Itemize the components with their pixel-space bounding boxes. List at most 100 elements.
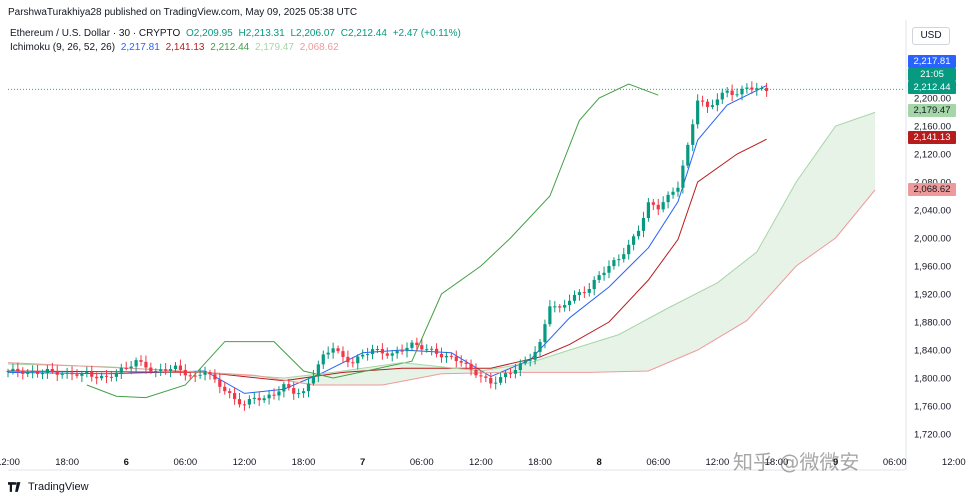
indicator-name[interactable]: Ichimoku (9, 26, 52, 26) — [10, 42, 116, 53]
cloud-segment — [633, 323, 639, 372]
candle-body — [26, 372, 30, 374]
series-line-leading-span-a — [7, 111, 876, 379]
cloud-segment — [367, 366, 373, 385]
cloud-segment — [554, 353, 560, 373]
cloud-segment — [801, 168, 807, 263]
candle-body — [479, 375, 483, 377]
candle-body — [292, 388, 296, 394]
candle-body — [65, 372, 69, 374]
y-tick-label: 1,760.00 — [914, 402, 951, 413]
candle-body — [213, 374, 217, 380]
candle-body — [439, 353, 444, 358]
series-line-leading-span-b — [7, 189, 876, 386]
candle-body — [735, 94, 739, 96]
candle-body — [508, 373, 513, 375]
candle-body — [489, 377, 493, 384]
cloud-segment — [815, 147, 821, 252]
x-tick-label: 18:00 — [765, 457, 789, 468]
candle-body — [134, 360, 138, 367]
candle-body — [607, 266, 611, 273]
conversion-value: 2,217.81 — [120, 42, 160, 53]
cloud-segment — [579, 345, 585, 373]
candle-body — [459, 361, 463, 363]
cloud-segment — [786, 190, 792, 277]
cloud-segment — [421, 364, 427, 378]
x-tick-label: 18:00 — [55, 457, 79, 468]
y-tick-label: 2,040.00 — [914, 206, 951, 217]
candle-body — [380, 349, 384, 354]
candle-body — [223, 386, 227, 392]
candle-body — [114, 372, 118, 377]
candle-body — [277, 391, 281, 396]
cloud-segment — [372, 366, 378, 385]
y-tick-label: 2,160.00 — [914, 122, 951, 133]
candle-body — [390, 353, 394, 356]
candle-body — [681, 165, 685, 188]
candle-body — [193, 375, 197, 377]
candle-body — [405, 347, 409, 352]
candle-body — [164, 369, 168, 371]
price-badge: 21:05 — [908, 68, 956, 81]
candle-body — [572, 294, 577, 301]
x-tick-label: 06:00 — [410, 457, 434, 468]
brand-name: TradingView — [28, 481, 89, 493]
candle-body — [400, 350, 404, 352]
cloud-segment — [456, 368, 462, 374]
x-tick-label: 8 — [596, 457, 601, 468]
cloud-segment — [860, 115, 866, 208]
cloud-segment — [830, 126, 836, 242]
candle-body — [765, 87, 769, 91]
candle-body — [370, 349, 375, 355]
cloud-segment — [407, 363, 412, 381]
candle-body — [188, 375, 192, 377]
candle-body — [503, 373, 508, 378]
candle-body — [159, 369, 163, 371]
cloud-segment — [658, 310, 664, 367]
symbol-legend: Ethereum / U.S. Dollar · 30 · CRYPTO O2,… — [10, 28, 464, 39]
cloud-segment — [722, 275, 728, 336]
cloud-segment — [525, 362, 531, 373]
cloud-segment — [495, 367, 501, 373]
cloud-segment — [781, 199, 787, 283]
currency-button[interactable]: USD — [912, 27, 950, 45]
cloud-segment — [604, 337, 609, 373]
price-badge: 2,141.13 — [908, 131, 956, 144]
candle-body — [725, 90, 729, 93]
candle-body — [228, 391, 232, 394]
candle-body — [513, 370, 517, 374]
x-tick-label: 12:00 — [233, 457, 257, 468]
candle-body — [523, 360, 527, 364]
cloud-segment — [766, 225, 772, 299]
price-badge: 2,212.44 — [908, 81, 956, 94]
candle-body — [656, 204, 660, 210]
cloud-segment — [411, 363, 417, 380]
candle-body — [710, 105, 715, 107]
candle-body — [203, 372, 207, 375]
candle-body — [636, 230, 641, 237]
cloud-segment — [338, 371, 343, 385]
cloud-segment — [870, 112, 875, 196]
x-tick-label: 7 — [360, 457, 365, 468]
candle-body — [425, 349, 429, 351]
footer-brand[interactable]: TradingView — [8, 481, 89, 493]
candle-body — [720, 92, 724, 100]
cloud-segment — [820, 140, 826, 249]
symbol-name[interactable]: Ethereum / U.S. Dollar · 30 · CRYPTO — [10, 28, 181, 39]
candle-body — [420, 345, 424, 350]
candle-body — [16, 368, 20, 372]
candle-body — [518, 363, 522, 371]
cloud-segment — [751, 252, 757, 316]
y-tick-label: 2,120.00 — [914, 150, 951, 161]
lagging-value: 2,212.44 — [210, 42, 250, 53]
candle-body — [237, 399, 242, 405]
candle-body — [474, 369, 478, 376]
cloud-segment — [613, 334, 619, 372]
candle-body — [592, 279, 596, 290]
candle-body — [154, 370, 158, 372]
candle-body — [119, 367, 123, 373]
y-tick-label: 2,200.00 — [914, 94, 951, 105]
cloud-segment — [796, 175, 802, 266]
cloud-segment — [756, 243, 762, 310]
candle-body — [247, 398, 251, 405]
